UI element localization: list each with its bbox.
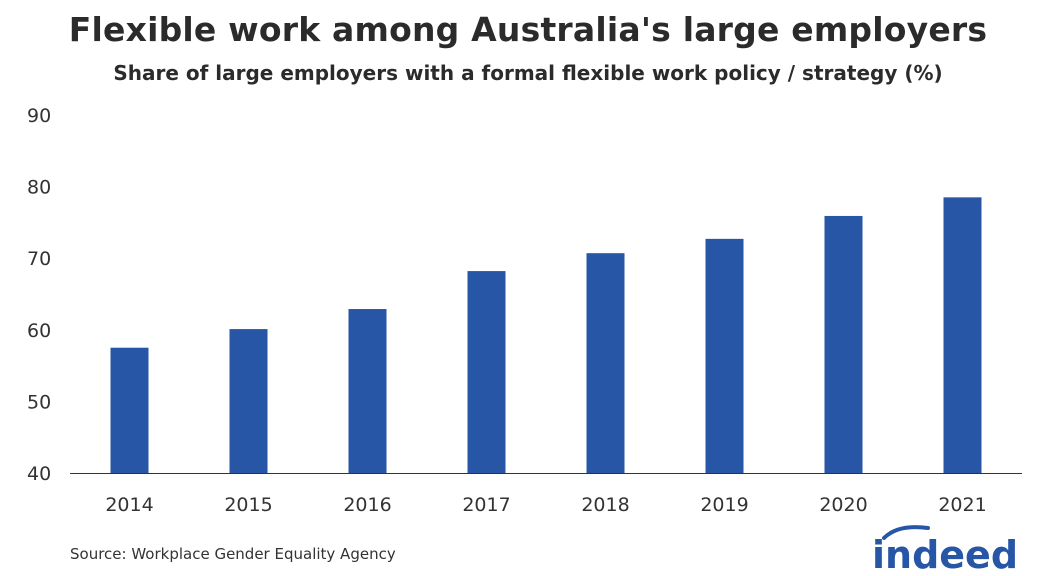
x-tick-label: 2015 [224, 494, 272, 516]
y-tick-label: 40 [27, 463, 51, 485]
chart-title: Flexible work among Australia's large em… [68, 10, 988, 49]
y-tick-label: 60 [27, 320, 51, 342]
chart-subtitle: Share of large employers with a formal f… [113, 61, 943, 85]
logo-swoosh [882, 525, 930, 540]
indeed-logo: indeed [872, 525, 1018, 574]
bar-2021 [943, 197, 982, 473]
y-tick-label: 70 [27, 248, 51, 270]
x-tick-label: 2018 [581, 494, 629, 516]
source-note: Source: Workplace Gender Equality Agency [70, 545, 396, 563]
x-tick-label: 2016 [343, 494, 391, 516]
y-tick-label: 80 [27, 177, 51, 199]
bar-2018 [586, 253, 625, 473]
bar-2017 [467, 271, 506, 473]
x-tick-label: 2017 [462, 494, 510, 516]
x-tick-label: 2014 [105, 494, 153, 516]
y-tick-label: 50 [27, 391, 51, 413]
bar-2015 [229, 329, 268, 473]
bar-2019 [705, 238, 744, 473]
x-tick-label: 2021 [938, 494, 986, 516]
logo-text: indeed [872, 533, 1018, 574]
bar-2014 [110, 347, 149, 473]
bar-2020 [824, 215, 863, 473]
x-tick-label: 2019 [700, 494, 748, 516]
bar-2016 [348, 309, 387, 473]
x-tick-label: 2020 [819, 494, 867, 516]
y-tick-label: 90 [27, 105, 51, 127]
